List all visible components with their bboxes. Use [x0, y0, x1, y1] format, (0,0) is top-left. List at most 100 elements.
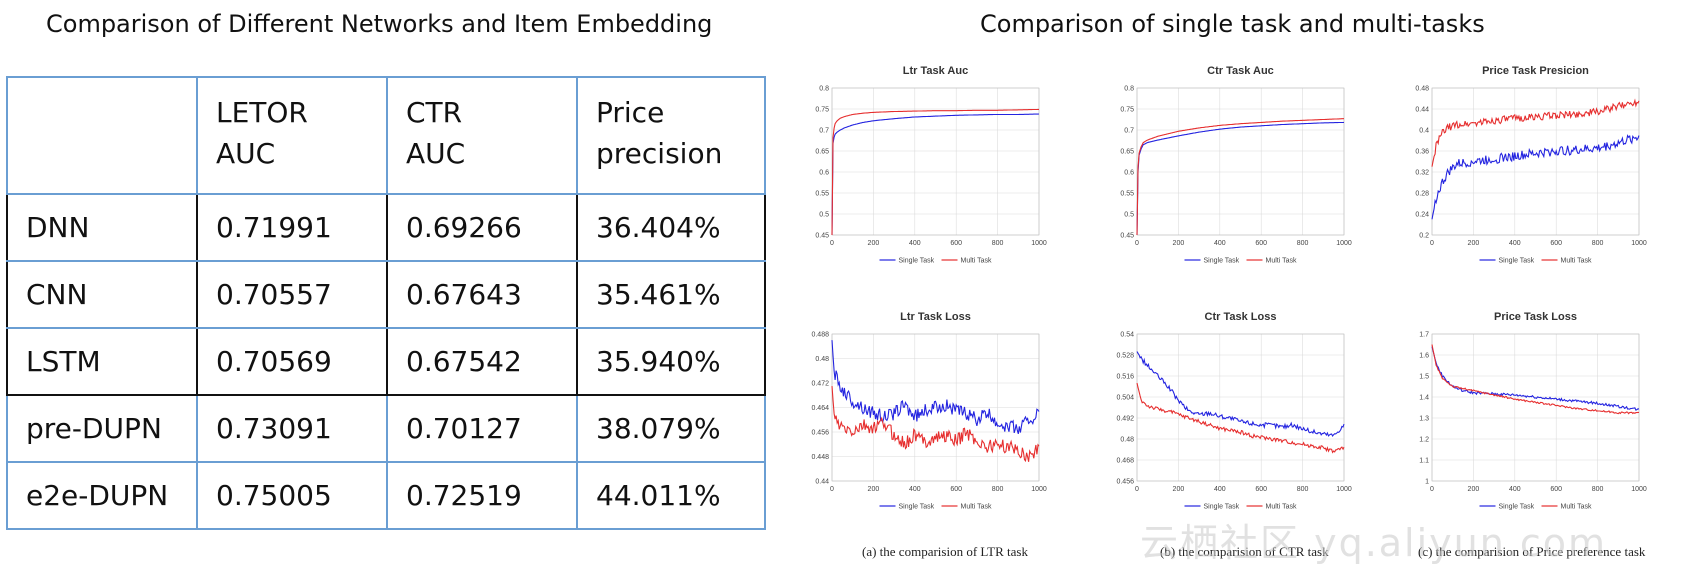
x-tick-label: 400 [1214, 486, 1226, 493]
plot-frame [1431, 333, 1640, 482]
x-tick-label: 600 [1550, 486, 1562, 493]
price-precision: 38.079% [576, 394, 766, 463]
y-tick-label: 1.5 [1419, 374, 1429, 381]
y-tick-label: 0.472 [811, 381, 829, 388]
x-tick-label: 400 [1509, 240, 1521, 247]
ctr-auc: 0.70127 [386, 394, 578, 463]
y-tick-label: 1.3 [1419, 416, 1429, 423]
y-tick-label: 0.48 [815, 356, 829, 363]
legend-label: Single Task [1499, 504, 1535, 511]
table-header-row: LETOR AUC CTR AUC Price precision [6, 76, 766, 195]
left-title: Comparison of Different Networks and Ite… [46, 10, 713, 38]
x-tick-label: 0 [1430, 486, 1434, 493]
chart-1: Ltr Task Auc 0.45 0.5 0.55 0.6 0.65 0.7 0.75 0.8… [815, 65, 1047, 265]
y-tick-label: 1.7 [1419, 332, 1429, 339]
series-line-multi [1136, 382, 1345, 454]
legend-label: Multi Task [1561, 258, 1592, 265]
legend-label: Single Task [1499, 258, 1535, 265]
header-cell: LETOR AUC [196, 76, 388, 195]
plot-frame [831, 333, 1040, 482]
y-tick-label: 0.65 [1120, 149, 1134, 156]
model-name: DNN [6, 193, 198, 262]
y-tick-label: 0.468 [1116, 458, 1134, 465]
series-line-single [1136, 121, 1345, 236]
y-tick-label: 0.456 [811, 430, 829, 437]
series-line-multi [831, 108, 1039, 236]
letor-auc: 0.70569 [196, 327, 388, 396]
header-cell [6, 76, 198, 195]
chart-title: Ctr Task Loss [1205, 311, 1277, 323]
y-tick-label: 0.55 [815, 191, 829, 198]
x-tick-label: 400 [909, 486, 921, 493]
legend-label: Single Task [899, 504, 935, 511]
legend-label: Multi Task [1561, 504, 1592, 511]
y-tick-label: 0.6 [1124, 170, 1134, 177]
y-tick-label: 0.448 [811, 454, 829, 461]
right-title: Comparison of single task and multi-task… [980, 10, 1485, 38]
y-tick-label: 0.36 [1415, 149, 1429, 156]
chart-2: Ctr Task Auc 0.45 0.5 0.55 0.6 0.65 0.7 0.75 0.8… [1120, 65, 1352, 265]
table-row: DNN 0.71991 0.69266 36.404% [6, 193, 766, 262]
x-tick-label: 800 [992, 240, 1004, 247]
model-name: CNN [6, 260, 198, 329]
series-line-multi [831, 386, 1040, 463]
x-tick-label: 1000 [1336, 486, 1352, 493]
table-row: pre-DUPN 0.73091 0.70127 38.079% [6, 394, 766, 463]
x-tick-label: 600 [950, 486, 962, 493]
model-name: LSTM [6, 327, 198, 396]
y-tick-label: 0.45 [815, 233, 829, 240]
y-tick-label: 1.6 [1419, 353, 1429, 360]
y-tick-label: 1.1 [1419, 458, 1429, 465]
series-line-single [1431, 134, 1640, 220]
x-tick-label: 1000 [1031, 486, 1047, 493]
x-tick-label: 800 [1297, 486, 1309, 493]
price-precision: 35.940% [576, 327, 766, 396]
table-row: CNN 0.70557 0.67643 35.461% [6, 260, 766, 329]
y-tick-label: 0.488 [811, 332, 829, 339]
y-tick-label: 0.45 [1120, 233, 1134, 240]
chart-5: Ctr Task Loss 0.456 0.468 0.48 0.492 0.504 0.5… [1116, 311, 1352, 511]
plot-frame [1431, 87, 1640, 236]
y-tick-label: 0.528 [1116, 353, 1134, 360]
letor-auc: 0.73091 [196, 394, 388, 463]
comparison-table: LETOR AUC CTR AUC Price precision DNN 0.719… [6, 76, 766, 530]
legend-label: Single Task [1204, 258, 1240, 265]
y-tick-label: 0.65 [815, 149, 829, 156]
y-tick-label: 0.55 [1120, 191, 1134, 198]
legend-label: Single Task [899, 258, 935, 265]
x-tick-label: 1000 [1631, 486, 1647, 493]
legend-label: Multi Task [1266, 258, 1297, 265]
chart-4: Ltr Task Loss 0.44 0.448 0.456 0.464 0.472 0.4… [811, 311, 1047, 511]
series-line-single [1431, 346, 1640, 411]
model-name: pre-DUPN [6, 394, 198, 463]
x-tick-label: 0 [830, 486, 834, 493]
x-tick-label: 200 [868, 486, 880, 493]
y-tick-label: 0.5 [819, 212, 829, 219]
series-line-multi [1431, 98, 1640, 167]
letor-auc: 0.70557 [196, 260, 388, 329]
letor-auc: 0.71991 [196, 193, 388, 262]
y-tick-label: 0.464 [811, 405, 829, 412]
ctr-auc: 0.67643 [386, 260, 578, 329]
price-precision: 36.404% [576, 193, 766, 262]
y-tick-label: 1.4 [1419, 395, 1429, 402]
y-tick-label: 0.54 [1120, 332, 1134, 339]
y-tick-label: 0.7 [819, 128, 829, 135]
table-row: e2e-DUPN 0.75005 0.72519 44.011% [6, 461, 766, 530]
y-tick-label: 0.492 [1116, 416, 1134, 423]
x-tick-label: 0 [1135, 486, 1139, 493]
y-tick-label: 0.4 [1419, 128, 1429, 135]
x-tick-label: 400 [1509, 486, 1521, 493]
y-tick-label: 0.8 [819, 86, 829, 93]
letor-auc: 0.75005 [196, 461, 388, 530]
series-line-single [831, 113, 1040, 236]
series-line-multi [1136, 118, 1344, 236]
y-tick-label: 0.7 [1124, 128, 1134, 135]
chart-6: Price Task Loss 1 1.1 1.2 1.3 1.4 1.5 1.6 1.7 0 20… [1419, 311, 1647, 511]
x-tick-label: 0 [1430, 240, 1434, 247]
watermark: 云栖社区 yq.aliyun.com [1140, 521, 1608, 565]
y-tick-label: 0.504 [1116, 395, 1134, 402]
chart-3: Price Task Presicion 0.2 0.24 0.28 0.32 0.36 0… [1415, 65, 1647, 265]
plot-frame [831, 87, 1040, 236]
y-tick-label: 0.2 [1419, 233, 1429, 240]
